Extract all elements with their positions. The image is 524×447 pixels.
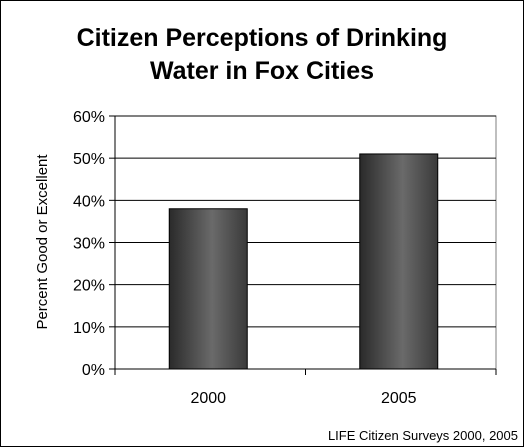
y-tick-label: 10% — [73, 320, 105, 337]
y-tick-label: 60% — [73, 109, 105, 126]
bar-2005 — [359, 153, 439, 370]
chart-title-line-1: Citizen Perceptions of Drinking — [76, 24, 448, 52]
bar-2000 — [168, 208, 248, 370]
y-tick-label: 20% — [73, 278, 105, 295]
x-tick-label: 2000 — [190, 390, 226, 407]
x-tick-label: 2005 — [381, 390, 417, 407]
y-tick-label: 0% — [82, 362, 105, 379]
chart-title: Citizen Perceptions of Drinking Water in… — [0, 22, 524, 88]
source-note: LIFE Citizen Surveys 2000, 2005 — [328, 428, 518, 443]
y-tick-label: 30% — [73, 236, 105, 253]
chart-title-line-2: Water in Fox Cities — [149, 57, 375, 85]
y-axis-label: Percent Good or Excellent — [34, 154, 51, 330]
y-tick-label: 40% — [73, 193, 105, 210]
y-tick-label: 50% — [73, 151, 105, 168]
